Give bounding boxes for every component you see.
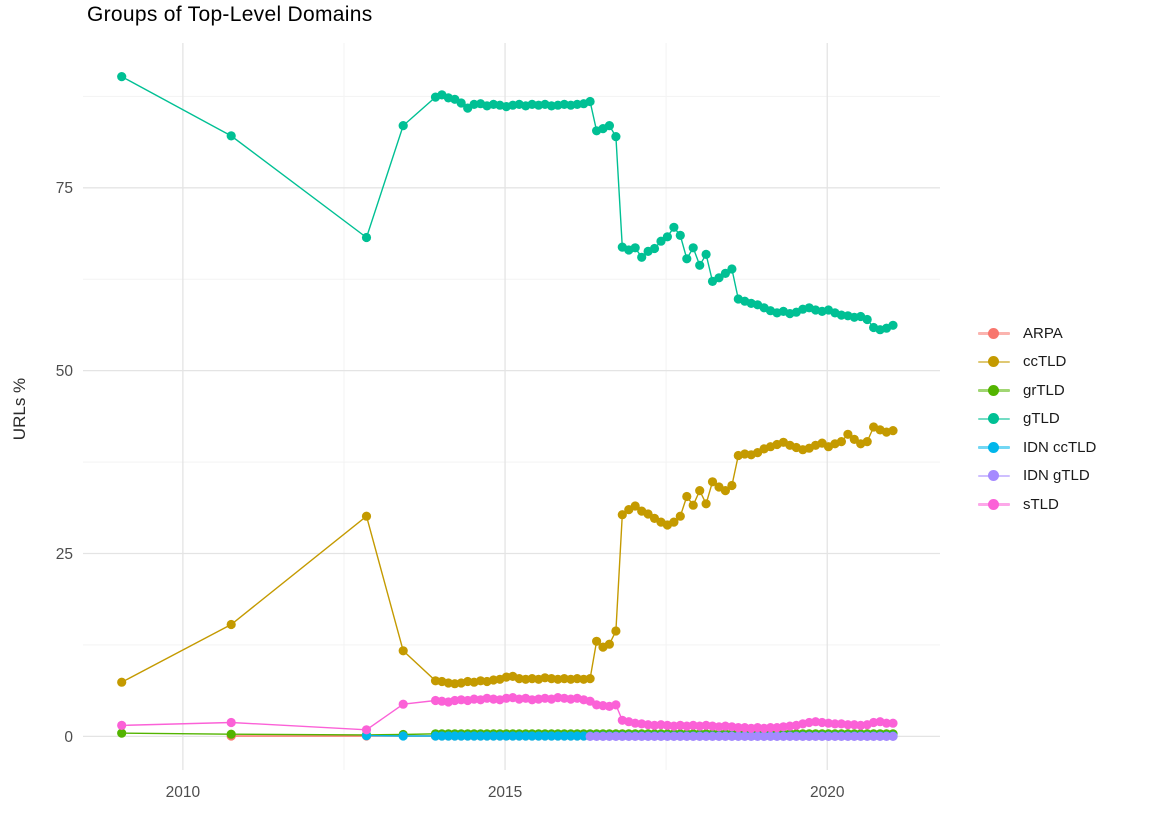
x-tick-label: 2010 <box>166 784 201 801</box>
legend-label: ccTLD <box>1023 353 1067 371</box>
tick-labels: 0 25 50 75 2010 2015 2020 <box>56 180 845 801</box>
legend-key-icon <box>978 469 1010 483</box>
x-tick-label: 2020 <box>810 784 845 801</box>
y-tick-label: 0 <box>64 729 73 746</box>
legend: ARPA ccTLD grTLD gTLD IDN ccTLD IDN gTLD sTLD <box>978 319 1096 519</box>
legend-key-icon <box>978 383 1010 397</box>
legend-item-grTLD: grTLD <box>978 376 1096 405</box>
legend-label: IDN ccTLD <box>1023 438 1097 456</box>
legend-item-sTLD: sTLD <box>978 490 1096 519</box>
y-tick-label: 25 <box>56 546 73 563</box>
legend-label: sTLD <box>1023 495 1059 513</box>
series-ccTLD <box>117 422 898 689</box>
legend-key-icon <box>978 497 1010 511</box>
legend-key-icon <box>978 440 1010 454</box>
y-tick-label: 50 <box>56 363 74 380</box>
x-tick-label: 2015 <box>488 784 522 801</box>
series-gTLD <box>117 72 898 335</box>
legend-label: gTLD <box>1023 410 1060 428</box>
legend-label: grTLD <box>1023 381 1065 399</box>
legend-key-icon <box>978 412 1010 426</box>
legend-label: IDN gTLD <box>1023 467 1090 485</box>
legend-item-IDN-gTLD: IDN gTLD <box>978 462 1096 491</box>
legend-item-IDN-ccTLD: IDN ccTLD <box>978 433 1096 462</box>
legend-item-ARPA: ARPA <box>978 319 1096 348</box>
legend-key-icon <box>978 355 1010 369</box>
series-sTLD <box>117 693 898 735</box>
legend-label: ARPA <box>1023 324 1063 342</box>
legend-key-icon <box>978 326 1010 340</box>
chart-title: Groups of Top-Level Domains <box>87 3 373 26</box>
legend-item-gTLD: gTLD <box>978 405 1096 434</box>
series-IDN-gTLD <box>585 731 898 742</box>
y-tick-label: 75 <box>56 180 73 197</box>
gridlines <box>83 43 940 770</box>
legend-item-ccTLD: ccTLD <box>978 348 1096 377</box>
